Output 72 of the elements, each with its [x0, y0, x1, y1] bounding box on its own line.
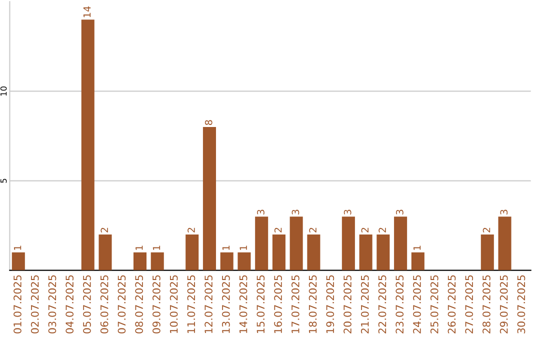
bar	[81, 20, 94, 270]
x-tick-label: 28.07.2025	[482, 275, 490, 334]
data-label: 1	[414, 246, 421, 250]
x-tick-label: 30.07.2025	[517, 275, 526, 334]
bar	[98, 234, 112, 270]
y-tick-label: 5	[0, 178, 7, 183]
bar	[255, 216, 268, 270]
x-tick-label: 02.07.2025	[30, 275, 39, 334]
x-tick-label: 04.07.2025	[66, 275, 74, 334]
x-tick-label: 09.07.2025	[152, 275, 160, 334]
data-label: 2	[274, 228, 282, 232]
data-label: 1	[136, 246, 143, 250]
bar	[133, 252, 147, 270]
x-tick-label: 15.07.2025	[256, 275, 265, 333]
bar	[498, 216, 512, 270]
bar	[376, 234, 390, 270]
data-label: 3	[257, 210, 264, 214]
x-tick-label: 18.07.2025	[308, 275, 317, 333]
data-label: 1	[222, 246, 230, 250]
x-tick-label: 11.07.2025	[187, 275, 196, 333]
bar	[272, 234, 286, 270]
x-tick-label: 07.07.2025	[118, 275, 126, 334]
x-tick-label: 23.07.2025	[396, 275, 404, 334]
x-tick-label: 19.07.2025	[326, 275, 334, 333]
bar	[238, 252, 251, 270]
bar	[359, 234, 372, 270]
y-tick-label: 10	[0, 86, 7, 96]
data-label: 3	[396, 210, 404, 214]
x-tick-label: 17.07.2025	[291, 275, 300, 333]
data-label: 2	[361, 228, 368, 232]
data-label: 3	[500, 210, 508, 214]
x-tick-label: 22.07.2025	[378, 275, 386, 334]
data-label: 1	[240, 246, 247, 250]
x-tick-label: 05.07.2025	[83, 275, 91, 334]
bar	[307, 234, 320, 270]
data-label: 2	[309, 228, 316, 232]
data-label: 2	[188, 228, 195, 232]
x-tick-label: 21.07.2025	[360, 275, 369, 334]
x-tick-label: 24.07.2025	[413, 275, 421, 334]
x-tick-label: 13.07.2025	[222, 275, 230, 333]
bar	[220, 252, 234, 270]
bar	[202, 127, 216, 270]
data-label: 2	[378, 228, 386, 232]
data-label: 2	[482, 228, 490, 232]
x-tick-label: 26.07.2025	[448, 275, 456, 334]
data-label: 1	[152, 246, 160, 250]
bar	[12, 252, 25, 270]
data-label: 14	[83, 6, 91, 18]
x-tick-label: 03.07.2025	[48, 275, 56, 334]
data-label: 1	[14, 246, 22, 250]
data-label: 8	[204, 120, 212, 125]
x-tick-label: 01.07.2025	[14, 275, 22, 334]
bar	[186, 234, 199, 270]
x-tick-label: 06.07.2025	[100, 275, 108, 334]
x-tick-label: 25.07.2025	[430, 275, 438, 334]
x-tick-label: 12.07.2025	[204, 275, 212, 333]
x-tick-label: 10.07.2025	[170, 275, 178, 333]
bar	[394, 216, 408, 270]
bar	[480, 234, 494, 270]
bar	[150, 252, 164, 270]
x-tick-label: 14.07.2025	[239, 275, 248, 333]
bar	[411, 252, 424, 270]
data-label: 3	[292, 210, 300, 214]
x-tick-label: 20.07.2025	[344, 275, 352, 334]
x-tick-label: 08.07.2025	[135, 275, 144, 334]
x-tick-label: 16.07.2025	[274, 275, 282, 333]
data-label: 3	[344, 210, 352, 214]
data-label: 2	[100, 228, 108, 232]
x-tick-label: 29.07.2025	[500, 275, 508, 334]
x-tick-label: 27.07.2025	[465, 275, 474, 334]
bar	[342, 216, 355, 270]
bar	[290, 216, 303, 270]
